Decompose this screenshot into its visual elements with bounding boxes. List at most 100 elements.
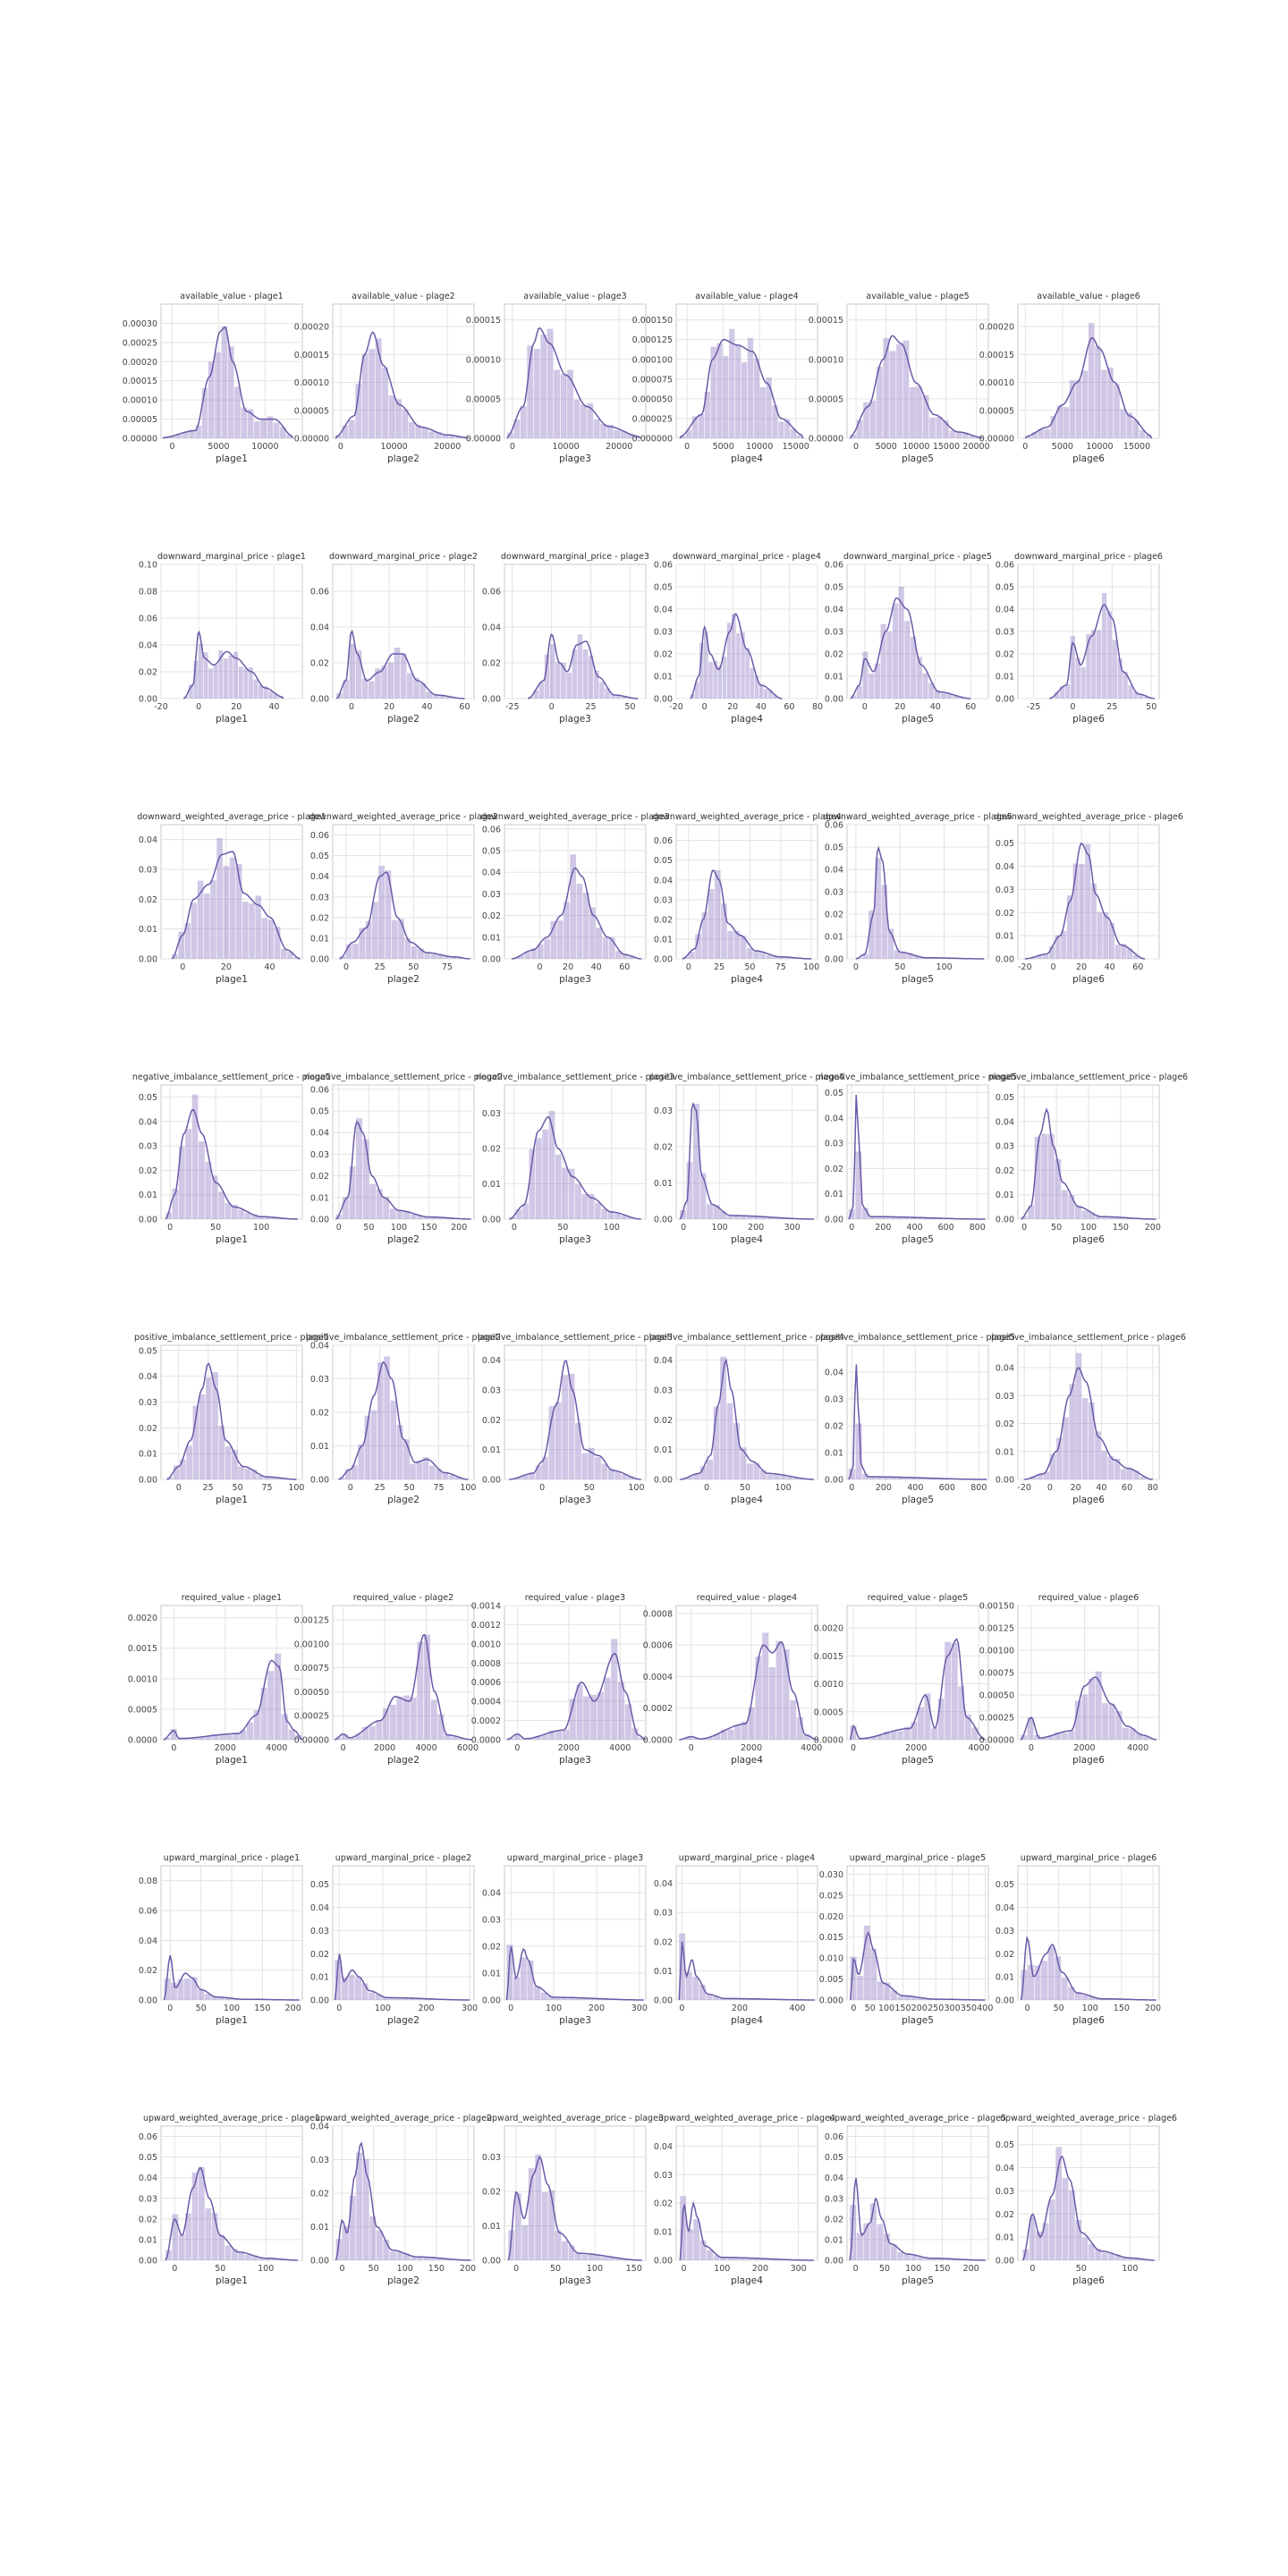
x-tick-label: 40 xyxy=(591,962,602,972)
y-tick-label: 0.0000 xyxy=(128,1736,157,1746)
y-tick-label: 0.00010 xyxy=(294,378,329,388)
histogram-bar xyxy=(1107,1456,1114,1479)
histogram-bar xyxy=(198,1736,205,1740)
subplot-20: 0 50 100 150 200 0.00 0.01 0.02 0.03 0.04 0.05 0.06… xyxy=(304,1072,503,1245)
subplot-28: 0 50 100 0.00 0.01 0.02 0.03 0.04 positive_imbal… xyxy=(649,1333,844,1505)
histogram-bar xyxy=(1041,1961,1048,2000)
x-tick-label: 40 xyxy=(1105,962,1115,972)
histogram-bar xyxy=(903,1477,911,1479)
x-axis-label: plage1 xyxy=(216,1234,248,1245)
y-tick-label: 0.03 xyxy=(996,886,1014,895)
x-tick-label: 4000 xyxy=(968,1743,989,1753)
histogram-bar xyxy=(750,667,755,699)
histogram-bar xyxy=(733,1215,740,1219)
histogram-bar xyxy=(244,2254,251,2260)
histogram-bar xyxy=(883,1476,890,1479)
x-tick-label: 50 xyxy=(233,1483,243,1493)
histogram-bar xyxy=(720,1729,727,1740)
plot-area xyxy=(332,1865,475,2001)
y-tick-label: 0.0015 xyxy=(128,1644,157,1654)
plot-area xyxy=(504,1605,647,1741)
histogram-bar xyxy=(708,889,715,959)
subplot-18: -20 0 20 40 60 0.00 0.01 0.02 0.03 0.04 0.05 downwa… xyxy=(994,812,1183,985)
histogram-bar xyxy=(416,1460,423,1479)
y-tick-label: 0.01 xyxy=(482,1445,501,1455)
histogram-bar xyxy=(1030,1476,1037,1479)
subplot-title: downward_weighted_average_price - plage6 xyxy=(994,812,1183,822)
histogram-bar xyxy=(369,1992,376,2000)
histogram-bar xyxy=(247,409,254,438)
y-tick-label: 0.05 xyxy=(996,1880,1014,1890)
x-tick-label: 0 xyxy=(704,1483,709,1493)
histogram-bar xyxy=(435,432,442,438)
subplot-title: available_value - plage4 xyxy=(695,292,798,301)
histogram-bar xyxy=(686,1162,693,1219)
histogram-bar xyxy=(249,902,255,959)
histogram-bar xyxy=(1059,686,1065,699)
y-tick-label: 0.010 xyxy=(819,1954,843,1964)
plot-area xyxy=(675,1344,818,1480)
kde-line xyxy=(682,869,812,960)
histogram-bar xyxy=(903,2253,911,2260)
histogram-bar xyxy=(382,1996,389,2000)
histogram-bar xyxy=(877,1735,884,1740)
histogram-bar xyxy=(547,328,554,438)
x-tick-label: 0 xyxy=(513,2264,519,2274)
y-tick-label: 0.000000 xyxy=(632,435,673,445)
y-tick-label: 0.00015 xyxy=(123,377,157,386)
x-tick-label: 200 xyxy=(1145,1223,1161,1233)
y-tick-label: 0.03 xyxy=(825,1140,843,1149)
histogram-bar xyxy=(767,1474,774,1479)
kde-line xyxy=(334,1953,470,2001)
histogram-bar xyxy=(235,864,242,959)
x-tick-label: 50 xyxy=(744,962,755,972)
histogram-bar xyxy=(1117,658,1123,699)
histogram-bar xyxy=(548,1110,555,1219)
histogram-bar xyxy=(389,1704,396,1740)
histogram-bar xyxy=(611,1639,618,1740)
histogram-bar xyxy=(890,2243,897,2260)
histogram-bar xyxy=(726,623,732,699)
y-tick-label: 0.02 xyxy=(310,1172,329,1182)
histogram-bar xyxy=(863,2223,870,2260)
histogram-bar xyxy=(246,1722,254,1740)
x-tick-label: 400 xyxy=(977,2004,993,2013)
histogram-bar xyxy=(892,603,899,699)
subplot-title: downward_weighted_average_price - plage5 xyxy=(823,812,1013,822)
histogram-bar xyxy=(848,1209,855,1219)
histogram-bar xyxy=(740,936,747,959)
y-tick-label: 0.02 xyxy=(825,650,843,660)
subplot-title: upward_marginal_price - plage4 xyxy=(679,1853,815,1863)
x-tick-label: 10000 xyxy=(1086,442,1113,452)
kde-line xyxy=(849,2177,986,2261)
y-tick-label: 0.00 xyxy=(996,2257,1014,2267)
histogram-bar xyxy=(706,1995,713,2000)
histogram-bar xyxy=(184,1738,191,1740)
x-tick-label: 15000 xyxy=(933,442,960,452)
x-tick-label: -25 xyxy=(1027,702,1041,712)
x-tick-label: 25 xyxy=(375,1483,386,1493)
histogram-bar xyxy=(679,1933,686,2000)
histogram-bar xyxy=(541,2191,548,2260)
histogram-bar xyxy=(376,1720,383,1740)
kde-line xyxy=(528,633,639,699)
subplot-title: available_value - plage6 xyxy=(1037,292,1140,301)
histogram-bar xyxy=(341,1977,348,2000)
histogram-bar xyxy=(261,918,268,959)
histogram-bar xyxy=(745,648,750,699)
y-tick-label: 0.02 xyxy=(139,1966,157,1976)
histogram-bar xyxy=(430,1699,437,1740)
histogram-bar xyxy=(695,934,701,959)
histogram-bar xyxy=(621,1474,628,1479)
y-tick-label: 0.03 xyxy=(139,2194,157,2204)
histogram-bar xyxy=(622,2258,629,2260)
histogram-bar xyxy=(513,419,521,438)
histogram-bar xyxy=(773,695,777,699)
histogram-bar xyxy=(165,2250,172,2260)
x-tick-label: 60 xyxy=(1132,962,1143,972)
histogram-bar xyxy=(910,1217,917,1219)
histogram-bar xyxy=(361,353,369,438)
histogram-bar xyxy=(197,880,204,959)
histogram-bar xyxy=(876,1477,883,1479)
histogram-bar xyxy=(423,1216,430,1219)
